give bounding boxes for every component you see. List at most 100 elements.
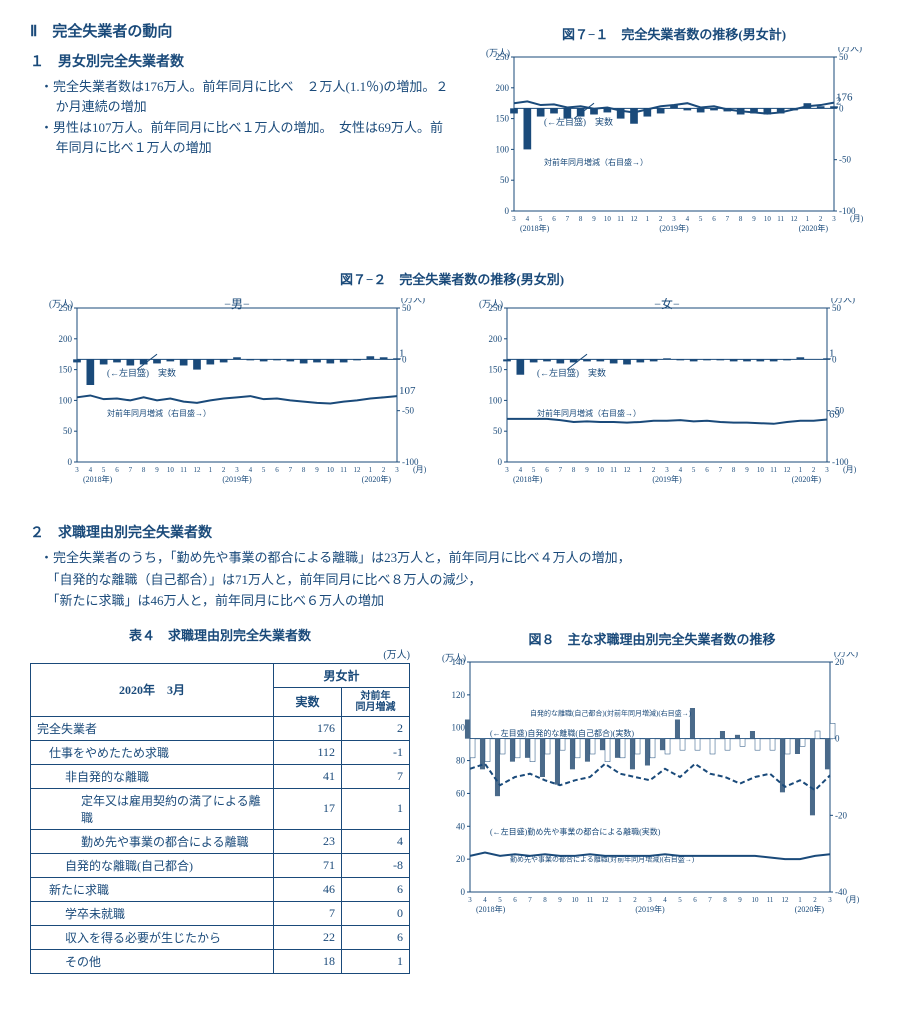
svg-text:(←左目盛)自発的な離職(自己都合)(実数): (←左目盛)自発的な離職(自己都合)(実数) bbox=[490, 727, 634, 737]
svg-text:-50: -50 bbox=[839, 155, 851, 165]
chart71-svg: 050100150200250-100-500501762(万人)(万人)345… bbox=[474, 47, 874, 247]
svg-text:1: 1 bbox=[829, 347, 835, 359]
svg-text:11: 11 bbox=[777, 215, 784, 223]
svg-text:3: 3 bbox=[505, 466, 509, 474]
svg-text:−女−: −女− bbox=[654, 298, 680, 311]
svg-text:2: 2 bbox=[382, 466, 386, 474]
svg-text:1: 1 bbox=[399, 347, 405, 359]
svg-text:9: 9 bbox=[738, 896, 742, 904]
svg-text:9: 9 bbox=[155, 466, 159, 474]
svg-text:4: 4 bbox=[249, 466, 253, 474]
svg-text:40: 40 bbox=[456, 821, 466, 831]
svg-text:1: 1 bbox=[806, 215, 810, 223]
svg-text:2: 2 bbox=[659, 215, 663, 223]
svg-text:7: 7 bbox=[289, 466, 293, 474]
chart-7-2-female: −女−050100150200250-100-50050691(万人)(万人)3… bbox=[467, 298, 867, 502]
svg-text:50: 50 bbox=[402, 303, 412, 313]
svg-text:10: 10 bbox=[764, 215, 772, 223]
svg-text:-20: -20 bbox=[835, 810, 847, 820]
svg-text:10: 10 bbox=[757, 466, 765, 474]
svg-text:(←左目盛) 実数: (←左目盛) 実数 bbox=[107, 367, 176, 378]
svg-text:6: 6 bbox=[705, 466, 709, 474]
svg-text:50: 50 bbox=[63, 426, 73, 436]
chart-7-1: 図７−１ 完全失業者数の推移(男女計) 050100150200250-100-… bbox=[474, 20, 874, 251]
svg-text:120: 120 bbox=[452, 689, 466, 699]
svg-text:3: 3 bbox=[825, 466, 829, 474]
svg-text:0: 0 bbox=[461, 887, 466, 897]
svg-text:9: 9 bbox=[745, 466, 749, 474]
chart8-title: 図８ 主な求職理由別完全失業者数の推移 bbox=[430, 629, 874, 648]
svg-text:6: 6 bbox=[552, 215, 556, 223]
svg-text:3: 3 bbox=[832, 215, 836, 223]
svg-text:7: 7 bbox=[559, 466, 563, 474]
svg-text:4: 4 bbox=[526, 215, 530, 223]
svg-text:2: 2 bbox=[819, 215, 823, 223]
svg-text:対前年同月増減（右目盛→）: 対前年同月増減（右目盛→） bbox=[107, 408, 211, 418]
svg-text:11: 11 bbox=[770, 466, 777, 474]
svg-text:(2019年): (2019年) bbox=[659, 223, 689, 233]
chart-8: 図８ 主な求職理由別完全失業者数の推移 020406080100120140-4… bbox=[430, 625, 874, 974]
svg-text:100: 100 bbox=[59, 395, 73, 405]
svg-text:12: 12 bbox=[194, 466, 202, 474]
svg-text:(2018年): (2018年) bbox=[513, 474, 543, 484]
svg-text:100: 100 bbox=[489, 395, 503, 405]
svg-text:8: 8 bbox=[302, 466, 306, 474]
svg-text:2: 2 bbox=[813, 896, 817, 904]
svg-text:1: 1 bbox=[209, 466, 213, 474]
svg-text:50: 50 bbox=[832, 303, 842, 313]
svg-text:8: 8 bbox=[543, 896, 547, 904]
svg-text:(2019年): (2019年) bbox=[222, 474, 252, 484]
svg-text:5: 5 bbox=[102, 466, 106, 474]
chart8-svg: 020406080100120140-40-20020(万人)(万人)34567… bbox=[430, 652, 870, 932]
svg-text:11: 11 bbox=[767, 896, 774, 904]
svg-text:1: 1 bbox=[646, 215, 650, 223]
svg-text:7: 7 bbox=[708, 896, 712, 904]
svg-text:3: 3 bbox=[648, 896, 652, 904]
svg-text:-50: -50 bbox=[402, 406, 414, 416]
svg-text:12: 12 bbox=[602, 896, 610, 904]
svg-text:(2020年): (2020年) bbox=[795, 904, 825, 914]
svg-text:4: 4 bbox=[663, 896, 667, 904]
svg-text:150: 150 bbox=[489, 365, 503, 375]
svg-text:7: 7 bbox=[719, 466, 723, 474]
svg-text:3: 3 bbox=[512, 215, 516, 223]
chart72-title: 図７−２ 完全失業者数の推移(男女別) bbox=[30, 269, 874, 288]
svg-text:50: 50 bbox=[500, 175, 510, 185]
svg-text:100: 100 bbox=[496, 144, 510, 154]
svg-text:10: 10 bbox=[572, 896, 580, 904]
svg-text:(万人): (万人) bbox=[401, 298, 425, 304]
table4-unit: (万人) bbox=[30, 646, 410, 661]
svg-text:80: 80 bbox=[456, 755, 466, 765]
svg-text:(月): (月) bbox=[850, 214, 864, 223]
svg-text:5: 5 bbox=[699, 215, 703, 223]
svg-text:(万人): (万人) bbox=[834, 652, 858, 658]
svg-text:50: 50 bbox=[493, 426, 503, 436]
svg-text:(万人): (万人) bbox=[479, 299, 503, 309]
table4-title: 表４ 求職理由別完全失業者数 bbox=[30, 625, 410, 644]
svg-text:(万人): (万人) bbox=[838, 47, 862, 53]
svg-text:(月): (月) bbox=[843, 465, 857, 474]
svg-text:0: 0 bbox=[505, 206, 510, 216]
svg-text:0: 0 bbox=[835, 733, 840, 743]
svg-text:200: 200 bbox=[59, 334, 73, 344]
table4-table: 2020年 3月男女計実数対前年同月増減完全失業者1762仕事をやめたため求職1… bbox=[30, 663, 410, 974]
svg-text:7: 7 bbox=[726, 215, 730, 223]
svg-text:5: 5 bbox=[532, 466, 536, 474]
svg-text:10: 10 bbox=[167, 466, 175, 474]
svg-text:6: 6 bbox=[693, 896, 697, 904]
svg-text:自発的な離職(自己都合)(対前年同月増減)(右目盛→): 自発的な離職(自己都合)(対前年同月増減)(右目盛→) bbox=[530, 708, 692, 717]
svg-text:60: 60 bbox=[456, 788, 466, 798]
svg-text:4: 4 bbox=[89, 466, 93, 474]
svg-text:対前年同月増減（右目盛→）: 対前年同月増減（右目盛→） bbox=[544, 157, 648, 167]
section-title: Ⅱ 完全失業者の動向 bbox=[30, 20, 454, 41]
svg-text:(万人): (万人) bbox=[486, 48, 510, 58]
svg-text:9: 9 bbox=[558, 896, 562, 904]
svg-text:1: 1 bbox=[618, 896, 622, 904]
svg-text:7: 7 bbox=[129, 466, 133, 474]
svg-text:69: 69 bbox=[829, 408, 841, 420]
svg-text:8: 8 bbox=[723, 896, 727, 904]
svg-text:9: 9 bbox=[585, 466, 589, 474]
svg-text:150: 150 bbox=[496, 114, 510, 124]
svg-text:6: 6 bbox=[115, 466, 119, 474]
svg-text:5: 5 bbox=[262, 466, 266, 474]
